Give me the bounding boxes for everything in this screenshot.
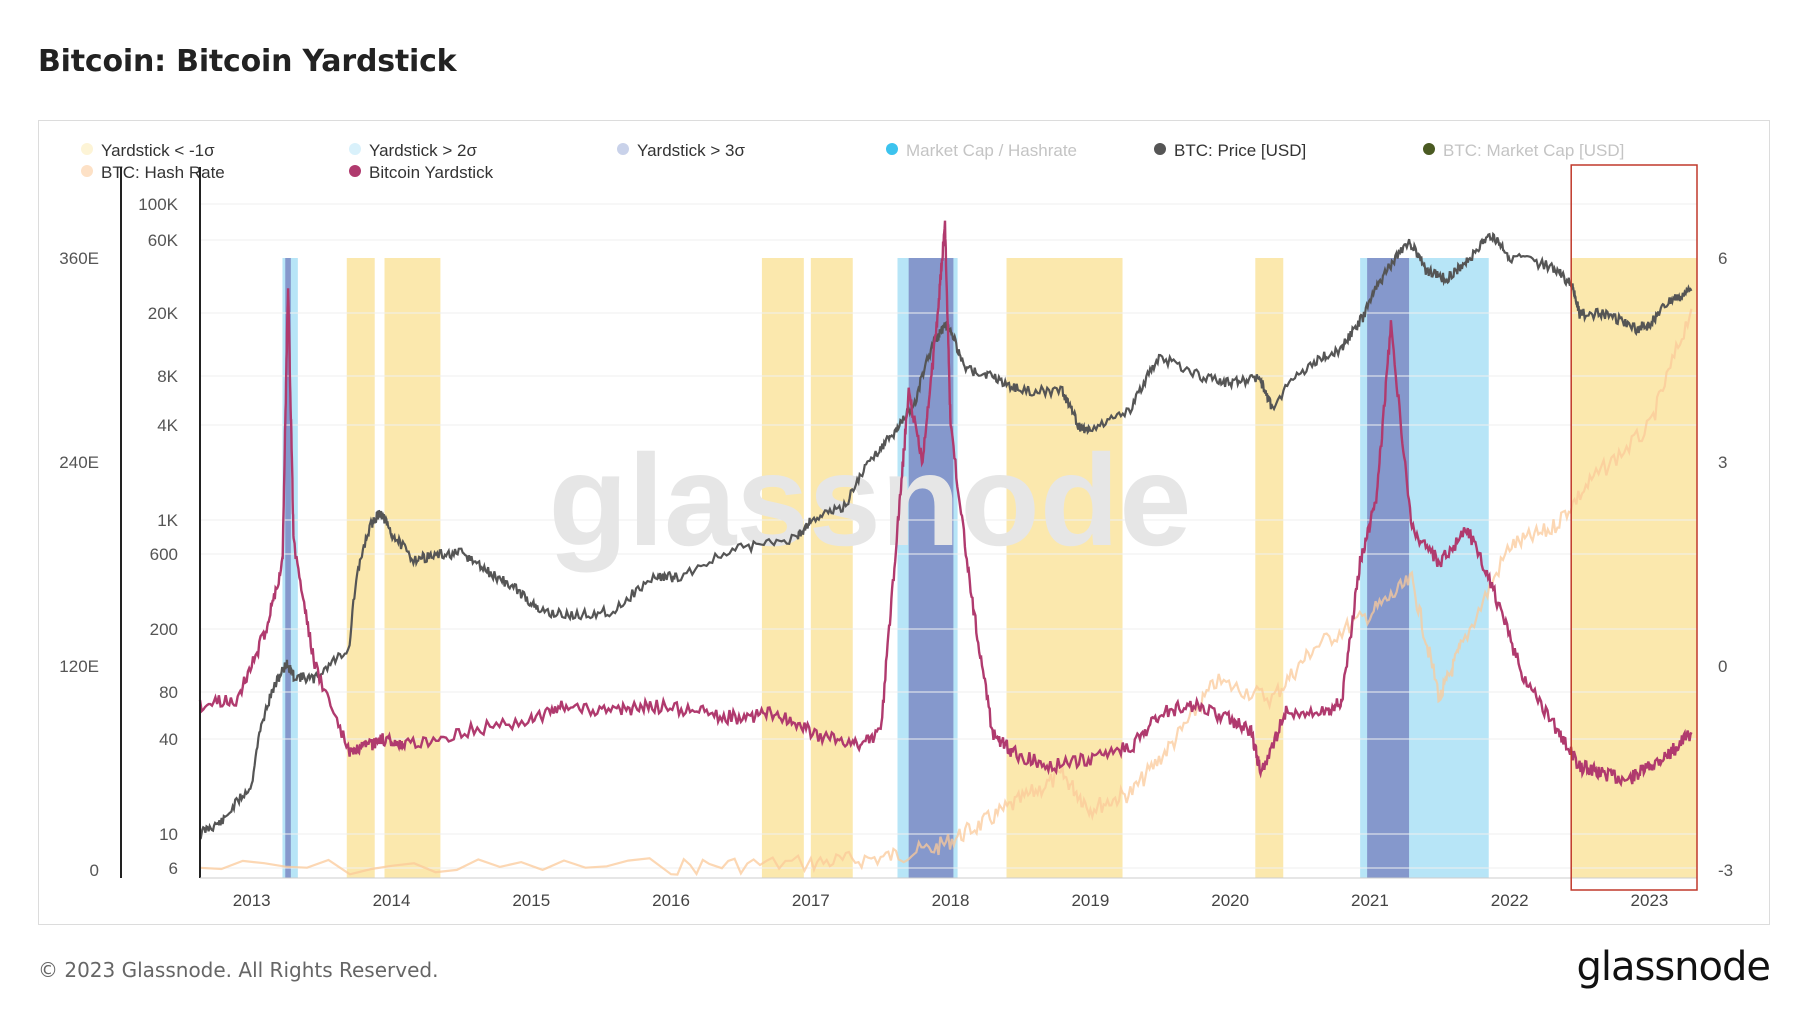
legend-swatch [1423, 143, 1435, 155]
price-tick-label: 8K [157, 367, 178, 386]
legend-swatch [81, 143, 93, 155]
price-tick-label: 10 [159, 825, 178, 844]
series-yardstick-line [198, 220, 1693, 788]
legend-swatch [349, 143, 361, 155]
legend-label: Yardstick > 2σ [369, 141, 477, 160]
x-tick-label: 2019 [1071, 891, 1109, 910]
legend-label: Market Cap / Hashrate [906, 141, 1077, 160]
x-tick-label: 2022 [1491, 891, 1529, 910]
legend-swatch [81, 165, 93, 177]
price-tick-label: 600 [150, 545, 178, 564]
hashrate-tick-label: 240E [59, 453, 99, 472]
hashrate-tick-label: 120E [59, 657, 99, 676]
price-tick-label: 40 [159, 730, 178, 749]
x-tick-label: 2014 [373, 891, 411, 910]
sigma-band [810, 258, 853, 878]
legend-swatch [349, 165, 361, 177]
x-tick-label: 2023 [1631, 891, 1669, 910]
axes: 0 120E 240E 360E 6 10 40 80 200 600 1K 4K 8K 20K 60K 10… [59, 167, 1733, 910]
legend-label: BTC: Hash Rate [101, 163, 225, 182]
copyright-footer: © 2023 Glassnode. All Rights Reserved. [38, 958, 439, 982]
chart-panel [38, 120, 1770, 925]
sigma-bands [282, 258, 1697, 878]
sigma-band [1006, 258, 1123, 878]
highlight-box [1570, 164, 1698, 891]
x-tick-label: 2021 [1351, 891, 1389, 910]
price-tick-label: 100K [138, 195, 178, 214]
yardstick-tick-label: 6 [1718, 249, 1727, 268]
series-lines [198, 220, 1693, 877]
sigma-band [384, 258, 441, 878]
watermark: glassnode [549, 427, 1192, 573]
sigma-band [1255, 258, 1284, 878]
price-tick-label: 20K [148, 304, 179, 323]
x-tick-label: 2018 [932, 891, 970, 910]
x-tick-label: 2015 [512, 891, 550, 910]
legend-swatch [617, 143, 629, 155]
sigma-band [908, 258, 954, 878]
price-tick-label: 1K [157, 511, 178, 530]
legend-swatch [1154, 143, 1166, 155]
price-tick-label: 80 [159, 683, 178, 702]
legend-label: Yardstick > 3σ [637, 141, 745, 160]
chart-title: Bitcoin: Bitcoin Yardstick [38, 44, 457, 79]
legend-label: BTC: Market Cap [USD] [1443, 141, 1624, 160]
yardstick-tick-label: 0 [1718, 657, 1727, 676]
legend-label: Bitcoin Yardstick [369, 163, 494, 182]
sigma-band [346, 258, 375, 878]
sigma-band [1571, 258, 1697, 878]
brand-logo: glassnode [1576, 944, 1771, 990]
yardstick-tick-label: 3 [1718, 453, 1727, 472]
legend-label: BTC: Price [USD] [1174, 141, 1306, 160]
series-hashrate-line [199, 308, 1693, 877]
series-price-line [199, 231, 1693, 840]
yardstick-tick-label: -3 [1718, 861, 1733, 880]
x-tick-label: 2020 [1211, 891, 1249, 910]
hashrate-tick-label: 0 [90, 861, 99, 880]
price-tick-label: 4K [157, 416, 178, 435]
price-tick-label: 200 [150, 620, 178, 639]
sigma-band [761, 258, 804, 878]
x-tick-label: 2013 [233, 891, 271, 910]
hashrate-tick-label: 360E [59, 249, 99, 268]
legend: Yardstick < -1σ Yardstick > 2σ Yardstick >… [81, 141, 1624, 182]
sigma-band [285, 258, 291, 878]
legend-label: Yardstick < -1σ [101, 141, 215, 160]
price-tick-label: 60K [148, 231, 179, 250]
x-tick-label: 2017 [792, 891, 830, 910]
grid-lines [200, 203, 1697, 869]
price-tick-label: 6 [169, 859, 178, 878]
x-tick-label: 2016 [652, 891, 690, 910]
legend-swatch [886, 143, 898, 155]
